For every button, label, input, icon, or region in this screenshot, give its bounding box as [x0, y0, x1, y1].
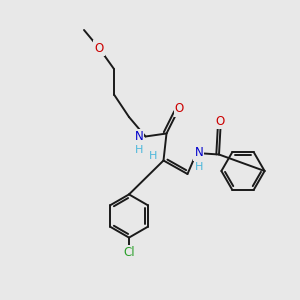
Text: O: O: [175, 102, 184, 116]
Text: Cl: Cl: [123, 246, 135, 259]
Text: N: N: [134, 130, 143, 143]
Text: N: N: [194, 146, 203, 160]
Text: O: O: [94, 41, 103, 55]
Text: H: H: [135, 145, 143, 155]
Text: H: H: [149, 151, 157, 161]
Text: H: H: [195, 162, 203, 172]
Text: O: O: [216, 115, 225, 128]
